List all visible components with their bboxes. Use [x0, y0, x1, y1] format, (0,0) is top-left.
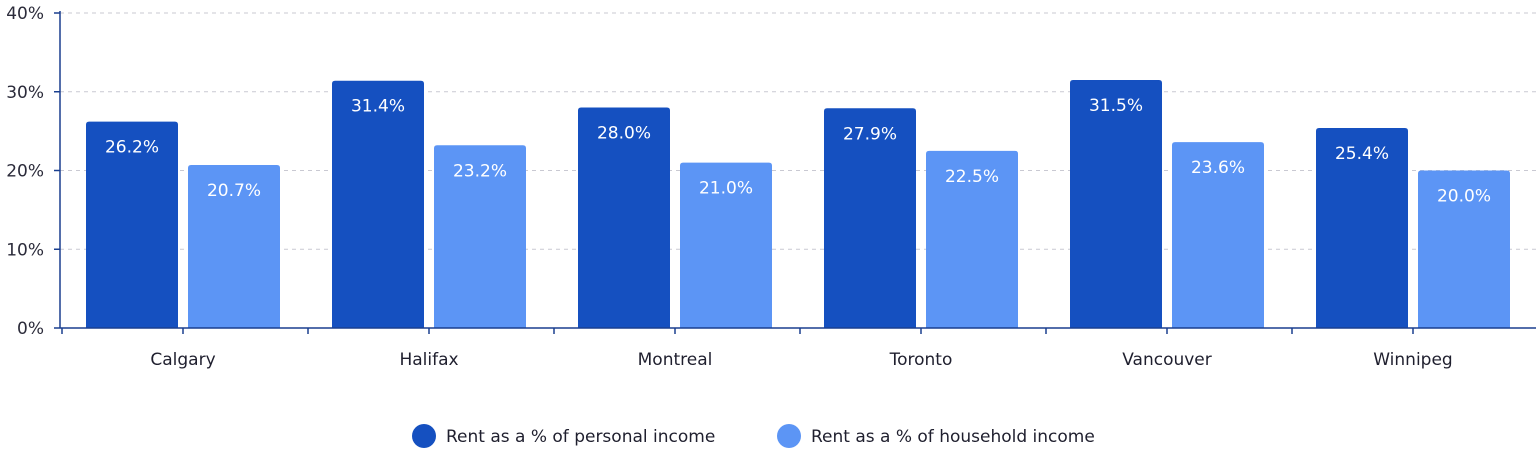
category-label: Calgary	[150, 350, 215, 370]
bar	[1070, 79, 1162, 328]
bar	[1316, 127, 1408, 328]
bar-value-label: 22.5%	[945, 167, 999, 187]
bar-value-label: 23.6%	[1191, 158, 1245, 178]
bar	[1172, 142, 1264, 328]
category-label: Vancouver	[1122, 350, 1212, 370]
bar	[824, 108, 916, 328]
bar-value-label: 21.0%	[699, 179, 753, 199]
category-label: Montreal	[638, 350, 713, 370]
legend-label: Rent as a % of household income	[811, 427, 1095, 447]
category-label: Toronto	[889, 350, 953, 370]
y-tick-label: 10%	[6, 240, 44, 260]
category-label: Halifax	[399, 350, 458, 370]
bars	[86, 79, 1510, 328]
bar-value-label: 20.7%	[207, 181, 261, 201]
bar-value-label: 27.9%	[843, 124, 897, 144]
bar-value-label: 31.5%	[1089, 96, 1143, 116]
y-tick-label: 30%	[6, 83, 44, 103]
bar	[578, 107, 670, 328]
legend-swatch	[412, 424, 436, 448]
legend-label: Rent as a % of personal income	[446, 427, 715, 447]
y-tick-label: 20%	[6, 162, 44, 182]
y-tick-label: 0%	[17, 319, 44, 339]
y-tick-label: 40%	[6, 4, 44, 24]
labels: 0% 10% 20% 30% 40% 26.2% 20.7% Calgary 31.4% 23.2…	[6, 4, 1491, 370]
bar	[1418, 170, 1510, 328]
bar	[86, 121, 178, 328]
bar-value-label: 31.4%	[351, 97, 405, 117]
legend: Rent as a % of personal income Rent as a …	[412, 424, 1095, 448]
axes	[54, 11, 1536, 334]
bar	[188, 164, 280, 328]
bar-value-label: 25.4%	[1335, 144, 1389, 164]
bar	[434, 145, 526, 328]
legend-swatch	[777, 424, 801, 448]
bar	[680, 162, 772, 328]
bar-value-label: 20.0%	[1437, 187, 1491, 207]
category-label: Winnipeg	[1373, 350, 1452, 370]
bar-value-label: 26.2%	[105, 138, 159, 158]
grid-lines	[60, 12, 1536, 250]
bar	[926, 150, 1018, 328]
bar-value-label: 23.2%	[453, 161, 507, 181]
bar-value-label: 28.0%	[597, 124, 651, 144]
bar	[332, 80, 424, 328]
